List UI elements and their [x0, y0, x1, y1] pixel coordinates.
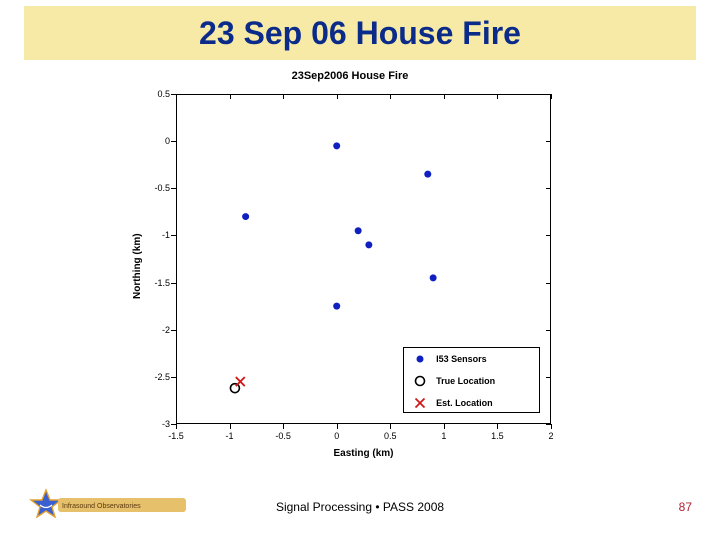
scatter-chart: 23Sep2006 House Fire Easting (km) Northi…: [120, 70, 580, 470]
legend-item: Est. Location: [404, 392, 539, 414]
title-band: 23 Sep 06 House Fire: [24, 6, 696, 60]
y-tick-label: 0.5: [146, 89, 170, 99]
slide-root: 23 Sep 06 House Fire 23Sep2006 House Fir…: [0, 0, 720, 540]
x-tick-label: 1: [441, 431, 446, 441]
logo-text: Infrasound Observatories: [62, 503, 141, 510]
legend-item: True Location: [404, 370, 539, 392]
footer: Infrasound Observatories Signal Processi…: [0, 500, 720, 528]
sensor-point-icon: [365, 241, 372, 248]
legend-label: I53 Sensors: [436, 354, 487, 364]
x-tick-label: -1: [226, 431, 234, 441]
sensor-point-icon: [333, 303, 340, 310]
x-axis-label: Easting (km): [176, 448, 551, 459]
page-number: 87: [679, 500, 692, 514]
x-tick-label: -1.5: [168, 431, 184, 441]
legend-label: True Location: [436, 376, 495, 386]
y-tick-label: 0: [146, 136, 170, 146]
legend: I53 Sensors True Location Est. Location: [403, 347, 540, 413]
sensor-point-icon: [242, 213, 249, 220]
y-tick-label: -2: [146, 325, 170, 335]
legend-sensor-icon: [404, 348, 436, 370]
sensor-point-icon: [430, 274, 437, 281]
x-tick-label: 2: [548, 431, 553, 441]
y-axis-label: Northing (km): [132, 233, 143, 299]
x-tick-label: 0.5: [384, 431, 397, 441]
y-tick-label: -3: [146, 419, 170, 429]
y-tick-label: -1.5: [146, 278, 170, 288]
y-tick-label: -2.5: [146, 372, 170, 382]
y-tick-label: -0.5: [146, 183, 170, 193]
legend-true-icon: [404, 370, 436, 392]
chart-title: 23Sep2006 House Fire: [120, 70, 580, 82]
logo: Infrasound Observatories: [28, 488, 188, 518]
sensor-point-icon: [355, 227, 362, 234]
slide-title: 23 Sep 06 House Fire: [24, 6, 696, 60]
legend-item: I53 Sensors: [404, 348, 539, 370]
legend-est-icon: [404, 392, 436, 414]
x-tick-label: 1.5: [491, 431, 504, 441]
footer-text: Signal Processing • PASS 2008: [276, 500, 444, 514]
legend-label: Est. Location: [436, 398, 493, 408]
logo-star-icon: [31, 490, 61, 517]
sensor-point-icon: [333, 142, 340, 149]
sensor-point-icon: [424, 171, 431, 178]
x-tick-label: -0.5: [275, 431, 291, 441]
x-tick-label: 0: [334, 431, 339, 441]
y-tick-label: -1: [146, 230, 170, 240]
